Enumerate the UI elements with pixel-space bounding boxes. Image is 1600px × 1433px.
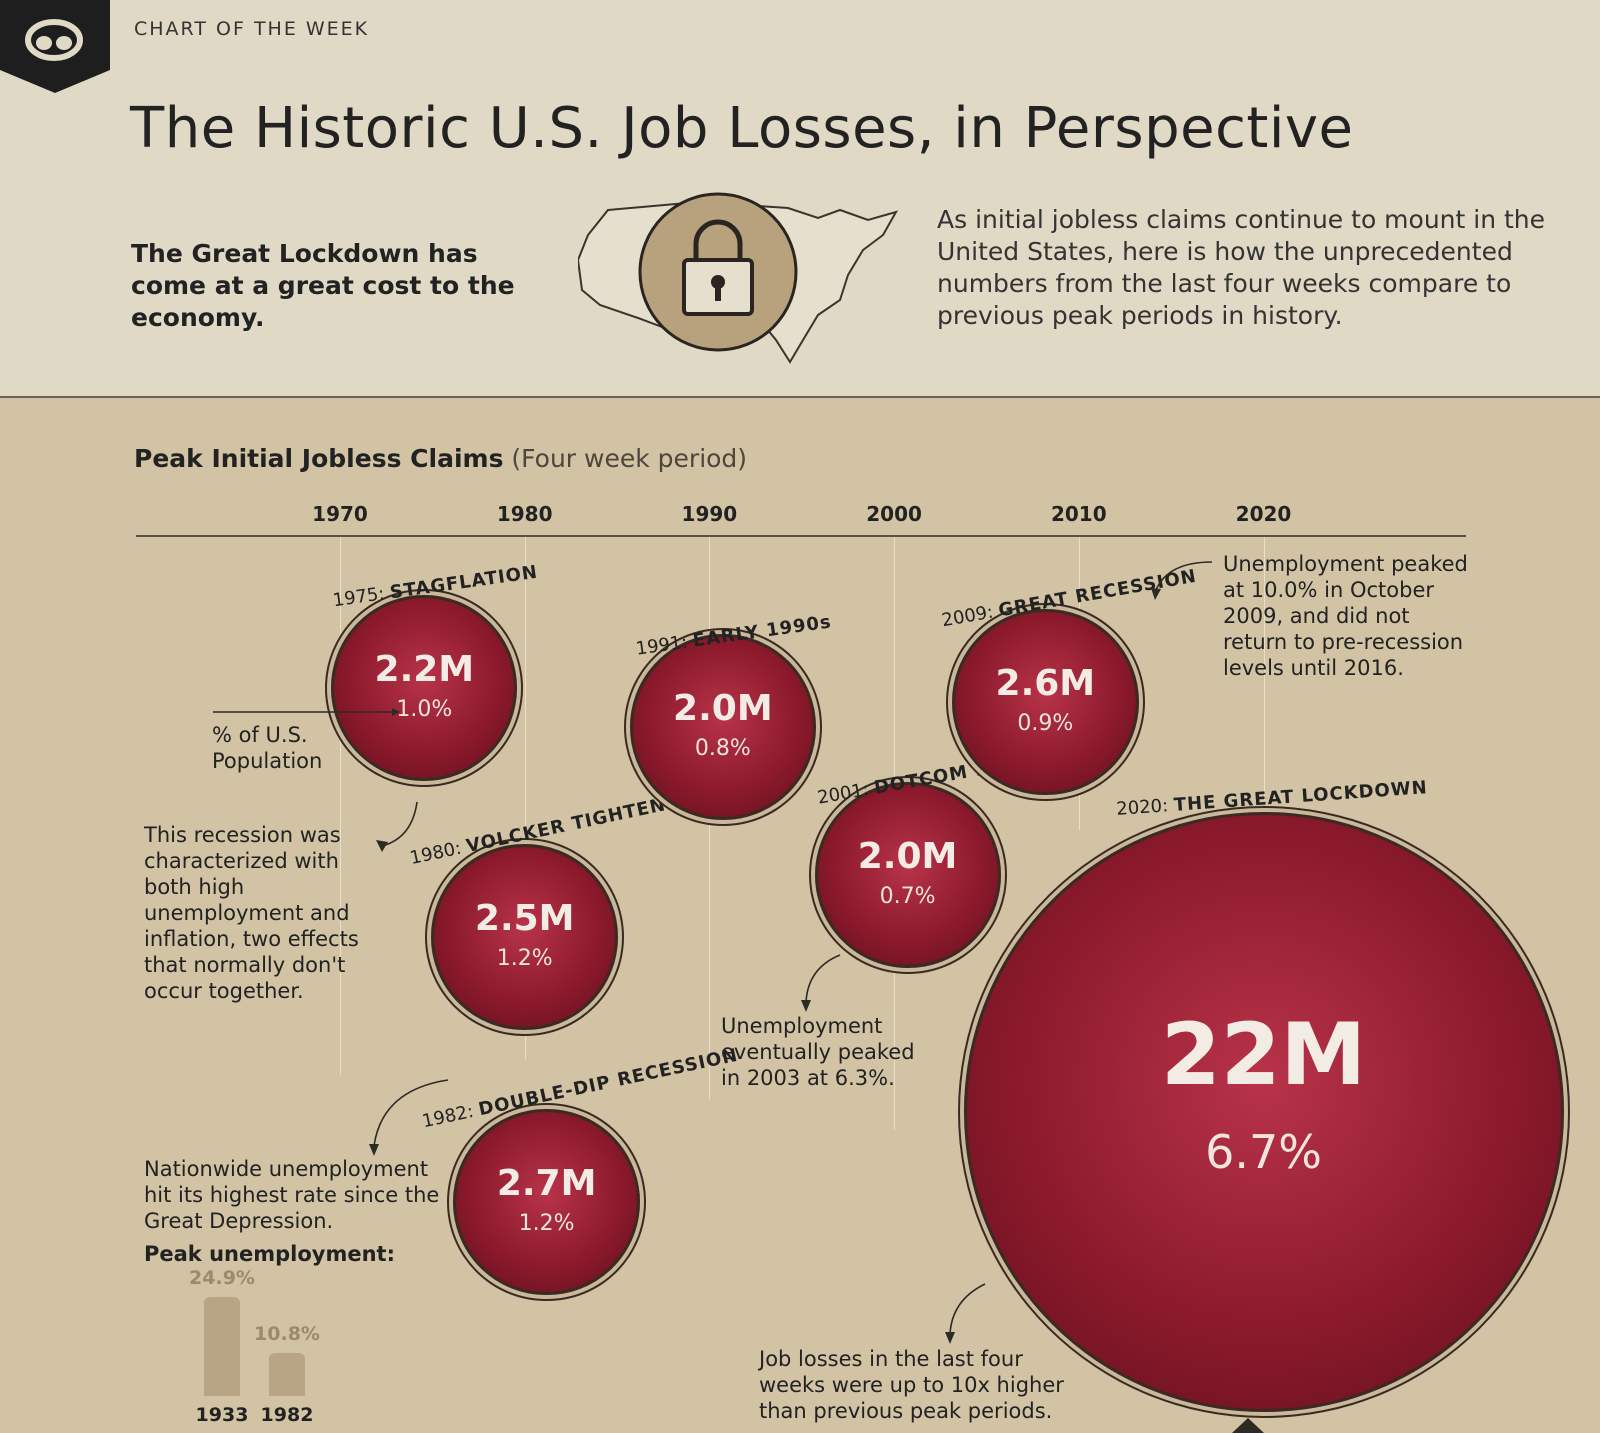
bubble-value-2020: 22M (1160, 1005, 1367, 1105)
x-tick-2020: 2020 (1235, 502, 1292, 526)
bubble-value-2009: 2.6M (995, 662, 1096, 704)
bar-category-1982: 1982 (260, 1404, 314, 1426)
bubble-2001: 2.0M 0.7% (814, 782, 1001, 968)
bubble-pct-2009: 0.9% (1017, 710, 1074, 736)
x-tick-1990: 1990 (681, 502, 738, 526)
bubble-2020: 22M 6.7% (963, 812, 1564, 1412)
bar-1982 (269, 1353, 305, 1396)
chart-title-main: Peak Initial Jobless Claims (134, 444, 504, 473)
x-axis-line (136, 535, 1466, 537)
bubble-pct-1980: 1.2% (496, 945, 553, 971)
x-tick-1980: 1980 (496, 502, 553, 526)
stagflation-note: This recession was characterized with bo… (144, 823, 359, 1003)
bubble-pct-1982: 1.2% (518, 1210, 575, 1236)
x-tick-1970: 1970 (312, 502, 368, 526)
population-label: % of U.S. Population (212, 723, 323, 773)
double-dip-note: Nationwide unemployment hit its highest … (144, 1157, 440, 1233)
great-recession-note: Unemployment peaked at 10.0% in October … (1223, 552, 1468, 680)
bubble-1982: 2.7M 1.2% (453, 1108, 641, 1296)
bubble-1980: 2.5M 1.2% (431, 843, 619, 1031)
bubble-1975: 2.2M 1.0% (331, 594, 518, 782)
bar-chart-title: Peak unemployment: (144, 1242, 395, 1266)
bubble-2009: 2.6M 0.9% (951, 608, 1139, 796)
lockdown-note: Job losses in the last four weeks were u… (759, 1347, 1064, 1423)
gridline-1970 (340, 537, 341, 1075)
bubble-pct-2020: 6.7% (1205, 1125, 1322, 1179)
x-tick-2010: 2010 (1050, 502, 1107, 526)
logo-icon (0, 0, 110, 93)
bubble-pct-1975: 1.0% (396, 696, 453, 722)
header: CHART OF THE WEEK The Historic U.S. Job … (0, 0, 1600, 398)
page-title: The Historic U.S. Job Losses, in Perspec… (130, 96, 1354, 161)
chart-subtitle: (Four week period) (511, 444, 748, 473)
lead-text: The Great Lockdown has come at a great c… (131, 239, 515, 332)
bubble-value-1982: 2.7M (496, 1162, 597, 1204)
description-text: As initial jobless claims continue to mo… (937, 205, 1546, 330)
chart-title: Peak Initial Jobless Claims (Four week p… (134, 444, 747, 473)
kicker: CHART OF THE WEEK (134, 18, 370, 40)
gridline-1980 (524, 537, 526, 1060)
bar-1933 (204, 1297, 240, 1396)
bubble-1991: 2.0M 0.8% (629, 634, 816, 820)
bubble-value-1991: 2.0M (673, 688, 773, 729)
bubble-value-1975: 2.2M (374, 648, 475, 690)
us-map-lock-icon (578, 192, 899, 364)
dotcom-note: Unemployment eventually peaked in 2003 a… (721, 1014, 915, 1090)
bubble-value-1980: 2.5M (474, 897, 575, 939)
bar-value-1982: 10.8% (254, 1323, 320, 1346)
bubble-value-2001: 2.0M (857, 836, 958, 877)
x-tick-2000: 2000 (866, 502, 922, 526)
bar-value-1933: 24.9% (189, 1267, 255, 1289)
bar-category-1933: 1933 (195, 1404, 249, 1426)
gridline-2020 (1263, 537, 1265, 800)
bubble-pct-1991: 0.8% (694, 736, 751, 761)
bubble-pct-2001: 0.7% (879, 884, 936, 909)
